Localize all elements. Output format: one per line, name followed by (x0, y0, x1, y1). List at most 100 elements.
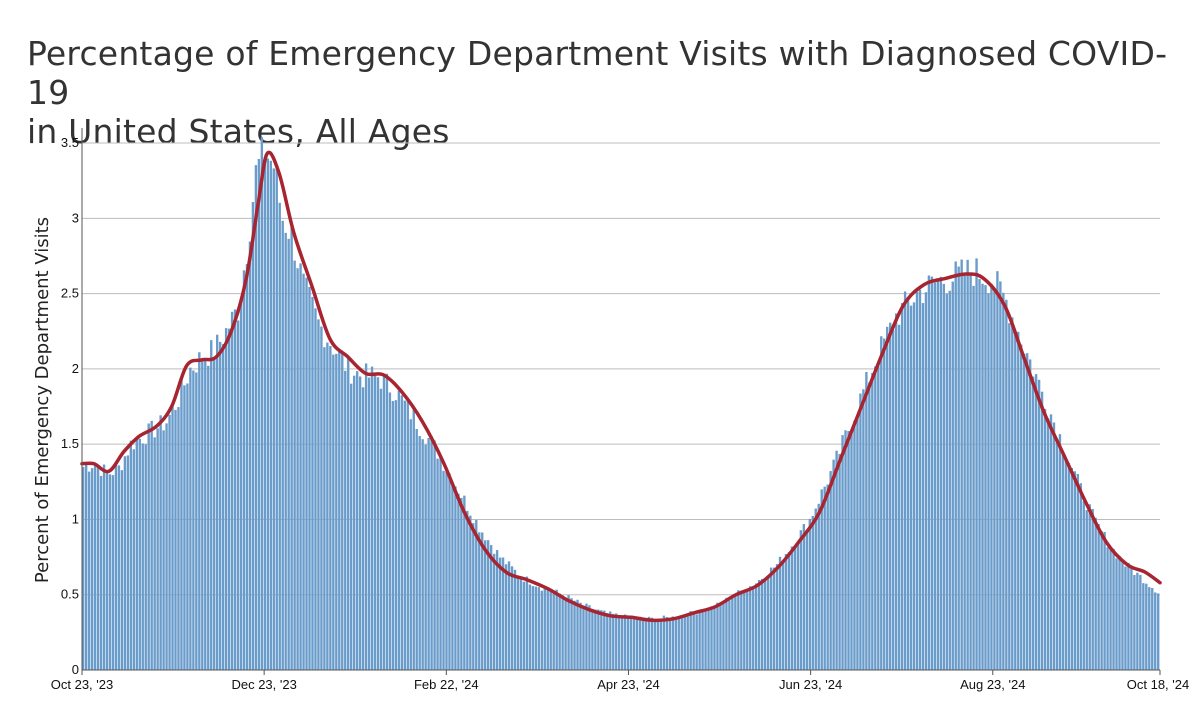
bar (183, 385, 186, 670)
bar (766, 576, 770, 670)
bar (1049, 414, 1053, 670)
bar (1151, 588, 1154, 670)
y-tick-label: 0.5 (61, 587, 79, 602)
bar (436, 458, 439, 670)
axes: 0 0.5 1 1.5 2 2.5 3 3.5 Oct 23, '23 Dec 23, '23 Fe… (51, 128, 1189, 692)
bar (1094, 517, 1097, 670)
bar (540, 590, 543, 670)
x-tick-label: Dec 23, '23 (231, 677, 296, 692)
bar (954, 261, 957, 670)
bar (796, 541, 800, 670)
bar (201, 361, 204, 670)
bar (335, 353, 338, 670)
bar (1058, 434, 1062, 670)
bar (838, 454, 841, 670)
bar (647, 616, 651, 670)
bar (192, 370, 195, 670)
bar (728, 600, 731, 670)
bar (799, 530, 803, 670)
bar (978, 279, 981, 670)
bar (737, 590, 740, 670)
bar (397, 390, 401, 670)
bar (210, 340, 213, 670)
bar (117, 465, 121, 670)
bar (165, 423, 168, 670)
bar (626, 617, 630, 670)
bar (543, 587, 546, 670)
bar (552, 591, 555, 670)
bar (621, 618, 624, 670)
bar (123, 456, 127, 670)
bar (549, 591, 552, 670)
bar (120, 470, 124, 670)
bar (844, 430, 847, 670)
bar (257, 158, 261, 670)
bar (1148, 587, 1151, 670)
bar (680, 615, 683, 670)
bar (826, 484, 829, 670)
bar (644, 618, 648, 670)
bar (475, 519, 478, 670)
chart-title-line-2: in United States, All Ages (27, 112, 450, 151)
bar (638, 616, 642, 670)
bar (296, 268, 299, 670)
bar (314, 308, 317, 670)
bar (921, 303, 925, 670)
bar (84, 464, 88, 670)
bar (275, 168, 278, 670)
bar (111, 475, 115, 670)
y-tick-label: 2.5 (61, 286, 79, 301)
x-tick-label: Aug 23, '24 (960, 677, 1025, 692)
bar (677, 617, 680, 670)
bar (787, 552, 791, 670)
bar (421, 439, 424, 670)
bar (186, 383, 189, 670)
bar (1154, 592, 1157, 670)
bar (418, 436, 421, 670)
bar (394, 400, 398, 670)
bar (1085, 510, 1088, 670)
bar (352, 375, 356, 670)
bar (236, 320, 240, 670)
bar (623, 614, 627, 670)
bar (972, 285, 975, 670)
bar (579, 602, 582, 670)
bar (1088, 504, 1091, 670)
bar (290, 223, 293, 670)
bar (463, 495, 466, 670)
bar (1067, 462, 1071, 670)
bar (674, 618, 677, 670)
bar (871, 372, 874, 670)
bar (793, 546, 797, 670)
bar (903, 291, 907, 670)
y-axis-label: Percent of Emergency Department Visits (32, 217, 53, 583)
bar (320, 326, 323, 670)
bar (1076, 474, 1079, 670)
bar (1145, 583, 1148, 670)
bar (832, 459, 835, 670)
bar (204, 359, 207, 670)
bar (704, 608, 707, 670)
bar (629, 616, 633, 670)
bar (829, 471, 832, 670)
bar (1115, 558, 1118, 670)
bar (600, 610, 603, 670)
bar (1136, 572, 1139, 670)
bar (999, 281, 1002, 670)
bar (189, 367, 192, 670)
bar (213, 358, 216, 670)
bar (740, 590, 743, 670)
bar (561, 595, 564, 670)
bar (820, 489, 823, 670)
bar (897, 324, 901, 670)
bar (367, 377, 371, 670)
bar (323, 347, 326, 670)
bar (144, 444, 147, 670)
bar (1052, 422, 1056, 670)
bar (525, 576, 529, 670)
bar (1100, 531, 1103, 670)
x-tick-label: Jun 23, '24 (779, 677, 842, 692)
bar (478, 532, 481, 670)
bar (481, 532, 484, 670)
bar (99, 475, 103, 670)
